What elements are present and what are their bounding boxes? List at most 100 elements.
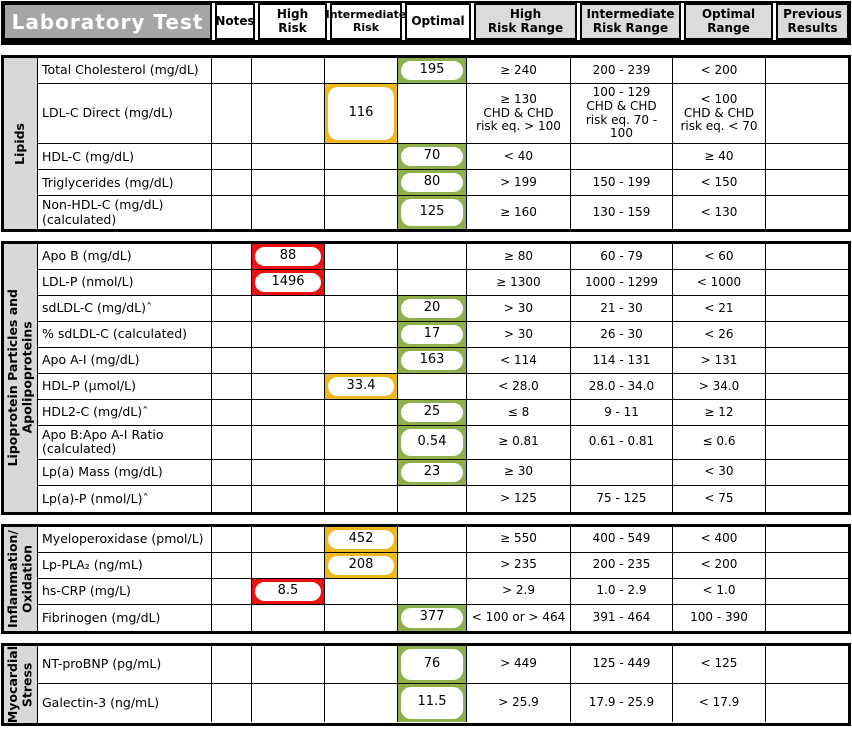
notes-cell	[212, 425, 252, 459]
intermediate-risk-range-cell: 150 - 199	[571, 170, 673, 196]
table-row: LDL-C Direct (mg/dL) 116 ≥ 130 CHD & CHD r…	[38, 84, 848, 145]
test-name-cell: hs-CRP (mg/L)	[38, 578, 212, 604]
result-value-pill: 17	[401, 324, 463, 344]
intermediate-risk-value-cell	[325, 425, 398, 459]
intermediate-risk-value-cell	[325, 578, 398, 604]
high-risk-range-cell: ≥ 30	[467, 459, 571, 485]
high-risk-value-cell: 88	[252, 243, 325, 269]
section-rows: Apo B (mg/dL) 88 ≥ 80 60 - 79 < 60 LDL-P (nmo…	[38, 243, 848, 512]
intermediate-risk-value-cell	[325, 269, 398, 295]
notes-cell	[212, 243, 252, 269]
intermediate-risk-range-cell: 26 - 30	[571, 321, 673, 347]
optimal-value-cell: 76	[398, 645, 467, 683]
table-row: Galectin-3 (ng/mL) 11.5 > 25.9 17.9 - 25.9 <…	[38, 683, 848, 722]
previous-results-cell	[766, 374, 848, 399]
optimal-range-cell: < 200	[673, 552, 766, 578]
previous-results-cell	[766, 553, 848, 578]
previous-results-cell	[766, 486, 848, 512]
intermediate-risk-value-cell: 33.4	[325, 373, 398, 399]
optimal-range-cell: < 130	[673, 196, 766, 229]
section-label: Lipids	[4, 58, 38, 229]
intermediate-risk-range-cell	[571, 144, 673, 170]
test-name-cell: Lp(a)-P (nmol/L)ˆ	[38, 485, 212, 512]
high-risk-value-cell	[252, 196, 325, 229]
notes-cell	[212, 144, 252, 170]
section-inflammation-oxidation: Inflammation/ Oxidation Myeloperoxidase (…	[1, 523, 851, 634]
table-row: Lp(a)-P (nmol/L)ˆ > 125 75 - 125 < 75	[38, 485, 848, 512]
intermediate-risk-range-cell: 391 - 464	[571, 604, 673, 631]
intermediate-risk-range-cell: 200 - 235	[571, 552, 673, 578]
previous-results-cell	[766, 196, 848, 229]
optimal-range-cell: < 200	[673, 58, 766, 83]
previous-results-cell	[766, 244, 848, 269]
previous-results-cell	[766, 460, 848, 485]
notes-cell	[212, 373, 252, 399]
table-row: Non-HDL-C (mg/dL) (calculated) 125 ≥ 160 13…	[38, 196, 848, 229]
test-name-cell: sdLDL-C (mg/dL)ˆ	[38, 295, 212, 321]
table-row: HDL-P (µmol/L) 33.4 < 28.0 28.0 - 34.0 > 34.…	[38, 373, 848, 400]
section-lipids: Lipids Total Cholesterol (mg/dL) 195 ≥ 240 2…	[1, 55, 851, 232]
intermediate-risk-range-cell: 100 - 129 CHD & CHD risk eq. 70 - 100	[571, 84, 673, 144]
previous-results-cell	[766, 348, 848, 373]
notes-cell	[212, 526, 252, 552]
table-row: Lp-PLA₂ (ng/mL) 208 > 235 200 - 235 < 200	[38, 552, 848, 579]
test-name-cell: NT-proBNP (pg/mL)	[38, 645, 212, 683]
result-value-pill: 1496	[255, 272, 321, 292]
intermediate-risk-value-cell	[325, 196, 398, 229]
test-name-cell: Lp(a) Mass (mg/dL)	[38, 459, 212, 485]
section-label-text: Myocardial Stress	[5, 645, 35, 723]
table-row: Apo B (mg/dL) 88 ≥ 80 60 - 79 < 60	[38, 243, 848, 270]
high-risk-value-cell	[252, 645, 325, 683]
result-value-pill: 208	[328, 555, 394, 575]
optimal-value-cell	[398, 485, 467, 512]
result-value-pill: 0.54	[401, 428, 463, 456]
optimal-value-cell	[398, 84, 467, 144]
table-row: Lp(a) Mass (mg/dL) 23 ≥ 30 < 30	[38, 459, 848, 486]
table-row: NT-proBNP (pg/mL) 76 > 449 125 - 449 < 125	[38, 645, 848, 684]
high-risk-value-cell	[252, 84, 325, 144]
optimal-value-cell: 11.5	[398, 683, 467, 722]
notes-cell	[212, 552, 252, 578]
high-risk-value-cell	[252, 485, 325, 512]
result-value-pill: 70	[401, 147, 463, 167]
previous-results-cell	[766, 684, 848, 722]
optimal-range-cell: < 100 CHD & CHD risk eq. < 70	[673, 84, 766, 144]
optimal-range-cell: < 21	[673, 295, 766, 321]
high-risk-column-header: High Risk	[258, 3, 327, 40]
test-name-cell: Galectin-3 (ng/mL)	[38, 683, 212, 722]
notes-cell	[212, 604, 252, 631]
table-row: % sdLDL-C (calculated) 17 > 30 26 - 30 < 26	[38, 321, 848, 348]
optimal-value-cell	[398, 552, 467, 578]
high-risk-range-cell: ≥ 130 CHD & CHD risk eq. > 100	[467, 84, 571, 144]
test-name-cell: Non-HDL-C (mg/dL) (calculated)	[38, 196, 212, 229]
previous-results-cell	[766, 579, 848, 604]
optimal-range-cell: 100 - 390	[673, 604, 766, 631]
test-name-cell: Fibrinogen (mg/dL)	[38, 604, 212, 631]
test-name-cell: Apo B:Apo A-I Ratio (calculated)	[38, 425, 212, 459]
result-value-pill: 125	[401, 199, 463, 226]
test-name-cell: HDL-C (mg/dL)	[38, 144, 212, 170]
result-value-pill: 23	[401, 462, 463, 482]
intermediate-risk-column-header: Intermediate Risk	[326, 3, 406, 40]
intermediate-risk-value-cell	[325, 604, 398, 631]
intermediate-risk-range-cell: 21 - 30	[571, 295, 673, 321]
optimal-range-cell: < 1000	[673, 269, 766, 295]
high-risk-value-cell	[252, 321, 325, 347]
high-risk-value-cell	[252, 295, 325, 321]
previous-results-cell	[766, 426, 848, 459]
intermediate-risk-value-cell	[325, 399, 398, 425]
high-risk-value-cell	[252, 552, 325, 578]
high-risk-value-cell	[252, 399, 325, 425]
high-risk-range-cell: ≥ 80	[467, 243, 571, 269]
section-rows: Myeloperoxidase (pmol/L) 452 ≥ 550 400 - 54…	[38, 526, 848, 631]
table-row: Total Cholesterol (mg/dL) 195 ≥ 240 200 - 2…	[38, 58, 848, 84]
notes-cell	[212, 485, 252, 512]
intermediate-risk-value-cell	[325, 645, 398, 683]
notes-cell	[212, 84, 252, 144]
intermediate-risk-value-cell	[325, 295, 398, 321]
optimal-value-cell: 25	[398, 399, 467, 425]
previous-results-cell	[766, 170, 848, 195]
notes-cell	[212, 321, 252, 347]
